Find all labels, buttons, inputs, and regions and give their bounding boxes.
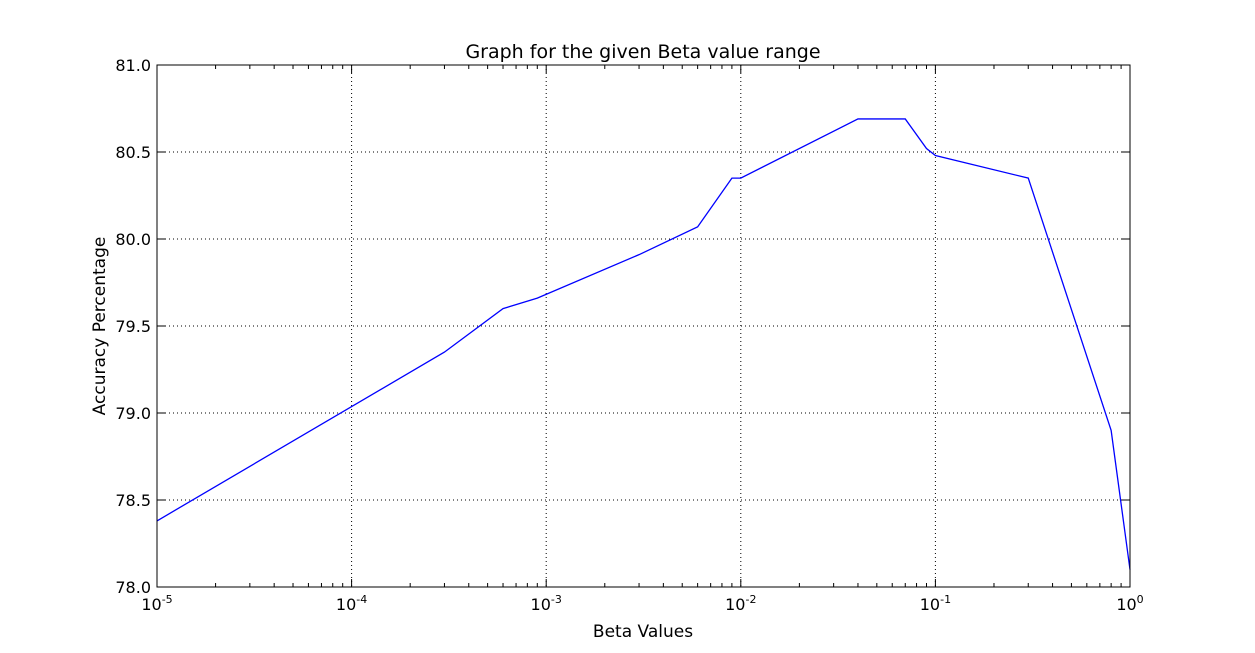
y-tick-label: 81.0	[115, 56, 151, 75]
y-axis-label: Accuracy Percentage	[90, 237, 110, 416]
x-tick-label: 100	[1116, 593, 1143, 614]
x-axis-label: Beta Values	[593, 622, 693, 642]
x-tick-label: 10-1	[920, 593, 951, 614]
x-tick-labels: 10-5 10-4 10-3 10-2 10-1 100	[141, 593, 1143, 614]
y-tick-label: 78.5	[115, 491, 151, 510]
y-tick-label: 79.5	[115, 317, 151, 336]
chart-title: Graph for the given Beta value range	[465, 41, 820, 63]
y-tick-label: 78.0	[115, 578, 151, 597]
major-ticks	[156, 64, 1131, 588]
y-tick-label: 80.5	[115, 143, 151, 162]
series-group	[156, 118, 1131, 570]
x-tick-label: 10-5	[141, 593, 172, 614]
x-tick-label: 10-4	[336, 593, 367, 614]
plot-frame	[156, 64, 1131, 588]
minor-ticks	[215, 65, 1122, 587]
x-tick-label: 10-2	[725, 593, 756, 614]
series-line	[156, 118, 1131, 570]
y-tick-labels: 78.0 78.5 79.0 79.5 80.0 80.5 81.0	[115, 56, 151, 597]
y-tick-label: 79.0	[115, 404, 151, 423]
y-tick-label: 80.0	[115, 230, 151, 249]
grid-lines	[157, 65, 1130, 587]
x-tick-label: 10-3	[531, 593, 562, 614]
